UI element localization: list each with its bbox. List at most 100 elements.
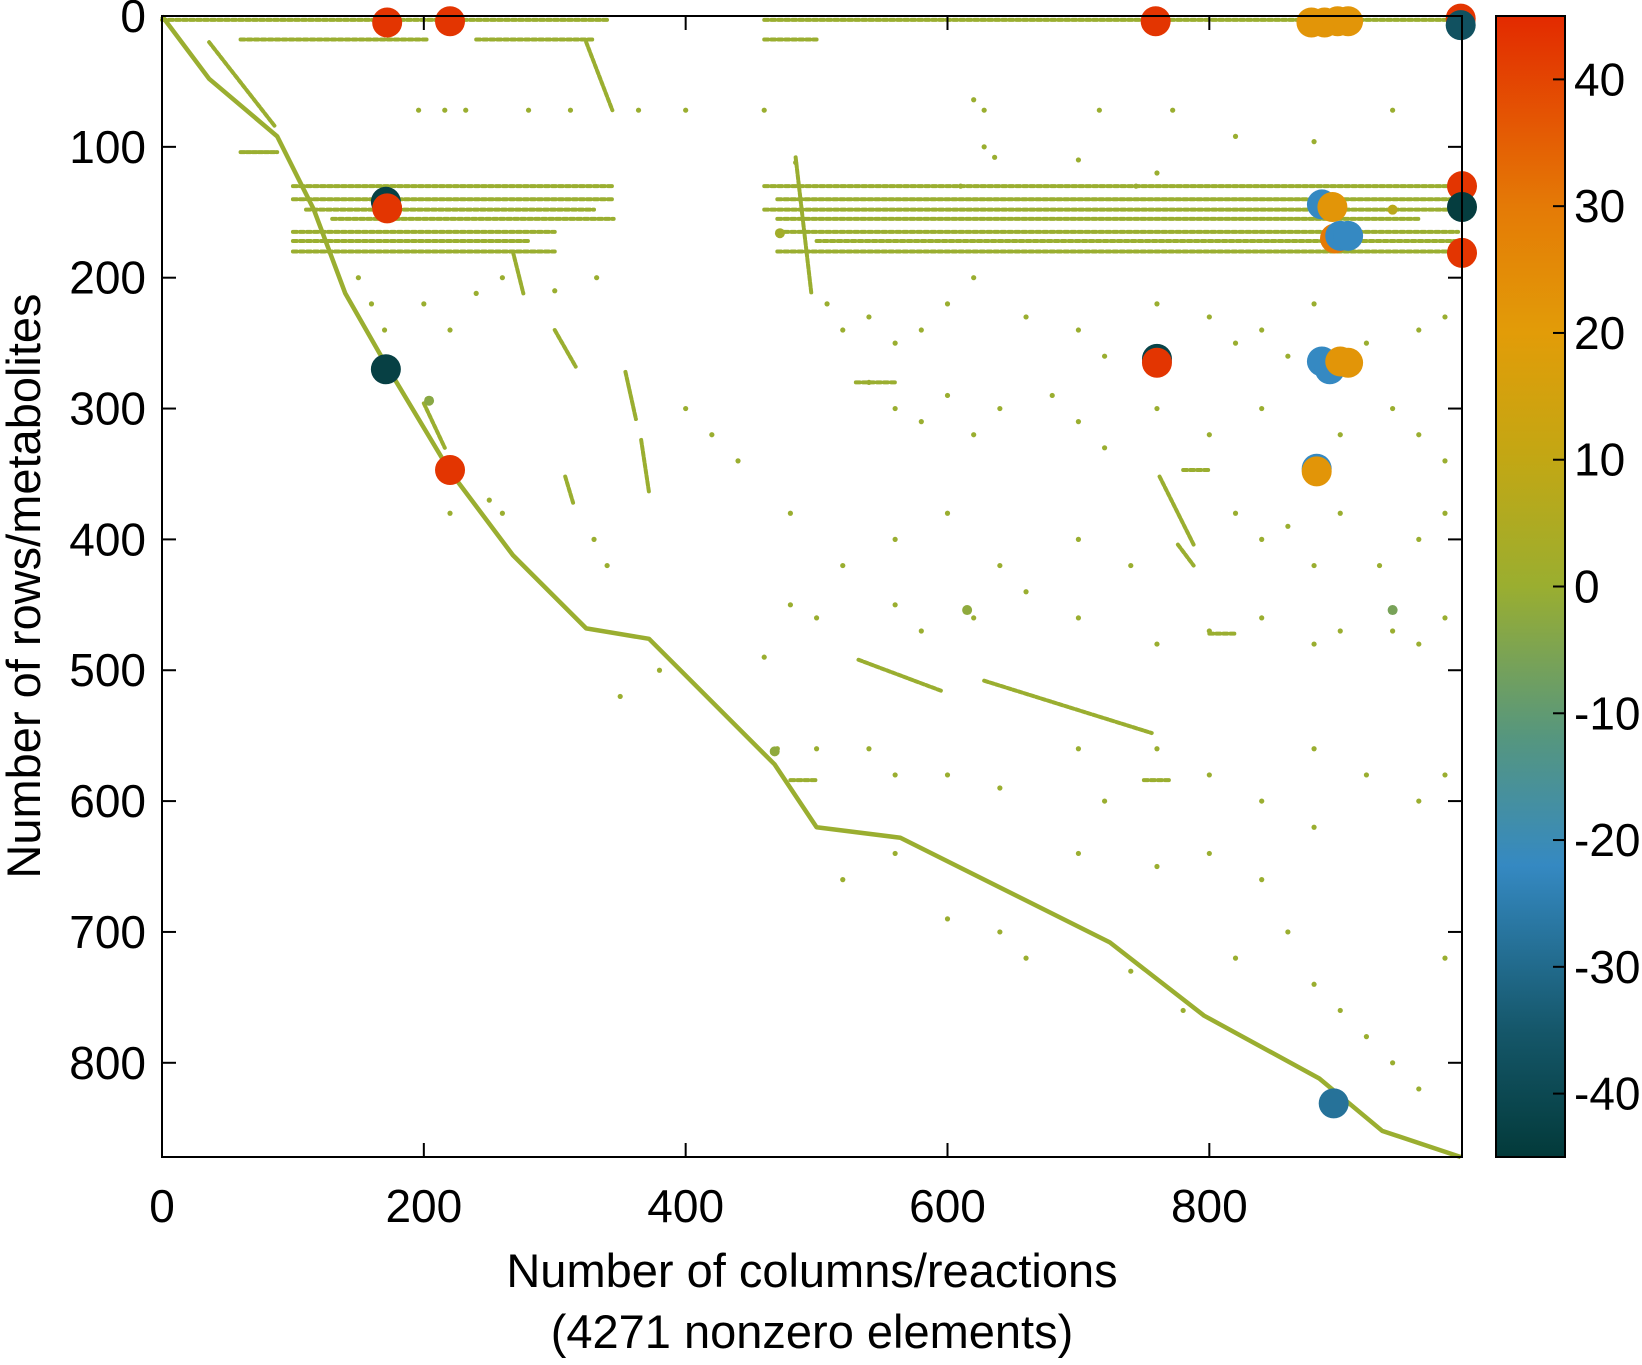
nonzero-point <box>1133 183 1139 189</box>
y-tick-label: 400 <box>69 513 146 565</box>
nonzero-point <box>591 536 597 542</box>
large-value-point <box>1301 456 1332 487</box>
large-value-point <box>435 6 466 37</box>
nonzero-point <box>1311 746 1317 752</box>
nonzero-point <box>1311 139 1317 145</box>
nonzero-point <box>971 97 977 103</box>
nonzero-point <box>1259 615 1265 621</box>
colorbar-tick-label: 0 <box>1574 561 1600 613</box>
nonzero-point <box>793 159 799 166</box>
colorbar-tick-label: -40 <box>1574 1068 1640 1120</box>
medium-point <box>774 228 785 239</box>
colorbar: 40 30 20 10 0 -10 -20 -30 -40 <box>1495 15 1640 1158</box>
diagonal-line <box>160 14 1462 1160</box>
nonzero-point <box>1416 641 1422 647</box>
nonzero-point <box>1154 863 1160 870</box>
y-tick-label: 100 <box>69 121 146 173</box>
nonzero-point <box>683 405 689 412</box>
nonzero-point <box>368 301 375 307</box>
nonzero-point <box>1285 353 1291 359</box>
plot-frame <box>161 15 1463 1158</box>
nonzero-point <box>813 615 820 621</box>
x-axis-note: (4271 nonzero elements) <box>551 1305 1074 1358</box>
nonzero-point <box>1442 955 1448 961</box>
nonzero-point <box>683 107 689 113</box>
nonzero-point <box>1075 419 1082 425</box>
nonzero-point <box>1023 955 1029 961</box>
nonzero-point <box>1232 510 1239 516</box>
nonzero-point <box>1442 772 1448 778</box>
nonzero-point <box>1390 1060 1396 1066</box>
medium-point <box>424 395 435 406</box>
colorbar-tick-label: -10 <box>1574 687 1640 739</box>
nonzero-point <box>1232 133 1239 139</box>
nonzero-point <box>1390 107 1396 113</box>
nonzero-point <box>1363 772 1370 778</box>
nonzero-point <box>735 458 741 464</box>
nonzero-point <box>1101 798 1108 804</box>
nonzero-point <box>1442 510 1448 516</box>
y-tick-label: 700 <box>69 906 146 958</box>
nonzero-point <box>787 510 793 516</box>
streak <box>856 657 945 694</box>
streak <box>793 155 814 296</box>
nonzero-point <box>1075 615 1082 621</box>
nonzero-point <box>1075 327 1082 333</box>
nonzero-point <box>761 107 767 113</box>
nonzero-point <box>1096 107 1102 113</box>
x-tick-label: 800 <box>1171 1180 1248 1232</box>
large-value-point <box>1318 1088 1349 1119</box>
nonzero-point <box>1337 510 1343 516</box>
large-value-point <box>1333 6 1364 37</box>
nonzero-point <box>355 275 361 281</box>
nonzero-point <box>1180 1007 1186 1014</box>
x-tick-label: 400 <box>647 1180 724 1232</box>
x-tick-label: 600 <box>909 1180 986 1232</box>
nonzero-point <box>1416 798 1422 804</box>
nonzero-point <box>866 746 872 752</box>
nonzero-point <box>944 510 951 516</box>
nonzero-point <box>1311 981 1317 987</box>
medium-point <box>962 605 973 616</box>
large-value-point <box>1141 347 1172 378</box>
nonzero-point <box>1259 798 1265 804</box>
large-value-point <box>1140 6 1171 37</box>
nonzero-point <box>840 877 846 883</box>
streak <box>982 678 1154 736</box>
nonzero-point <box>1023 314 1029 320</box>
nonzero-point <box>463 107 469 113</box>
nonzero-point <box>840 562 846 569</box>
nonzero-point <box>1154 301 1160 307</box>
nonzero-point <box>918 419 924 425</box>
nonzero-point <box>892 772 898 778</box>
nonzero-point <box>635 107 642 113</box>
nonzero-point <box>918 327 924 333</box>
nonzero-point <box>1337 432 1343 438</box>
medium-point <box>1387 605 1398 616</box>
nonzero-point <box>656 667 663 673</box>
nonzero-point <box>1232 340 1239 346</box>
nonzero-point <box>944 392 951 399</box>
nonzero-point <box>1128 968 1134 974</box>
colorbar-tick-label: -30 <box>1574 941 1640 993</box>
nonzero-point <box>1206 628 1212 634</box>
nonzero-point <box>1311 641 1317 647</box>
streak <box>207 40 277 128</box>
nonzero-point <box>918 628 924 634</box>
nonzero-point <box>761 654 767 660</box>
large-value-point <box>1445 10 1476 41</box>
nonzero-point <box>1337 628 1343 634</box>
nonzero-point <box>971 615 977 621</box>
medium-point <box>1387 204 1398 215</box>
nonzero-point <box>1232 955 1239 961</box>
nonzero-point <box>1285 523 1291 529</box>
colorbar-tick-label: 20 <box>1574 307 1625 359</box>
nonzero-point <box>997 405 1003 412</box>
large-value-point <box>435 455 466 486</box>
nonzero-point <box>381 327 388 333</box>
nonzero-point <box>1023 589 1029 595</box>
nonzero-point <box>1075 850 1082 857</box>
nonzero-point <box>840 327 846 333</box>
nonzero-point <box>1311 301 1317 307</box>
